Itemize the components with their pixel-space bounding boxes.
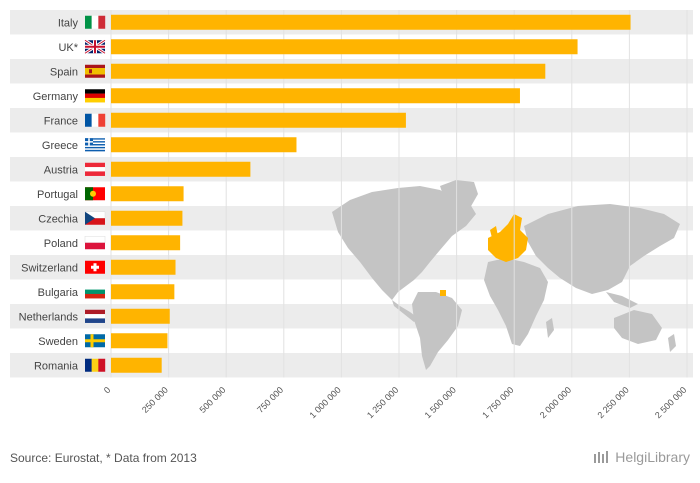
map-southeast-asia — [606, 292, 638, 308]
bulgaria-flag-icon — [85, 285, 105, 299]
category-label: Italy — [58, 17, 79, 29]
map-new-zealand — [668, 334, 676, 352]
map-south-america — [412, 292, 462, 370]
x-tick-label: 0 — [102, 385, 113, 396]
netherlands-flag-icon — [85, 309, 105, 323]
category-label: Austria — [44, 164, 79, 176]
category-label: Greece — [42, 140, 78, 152]
map-north-america — [332, 186, 476, 300]
bar — [111, 357, 162, 373]
category-label: Germany — [33, 91, 79, 103]
italy-flag-icon — [85, 15, 106, 29]
switzerland-flag-icon — [85, 260, 105, 274]
bar — [111, 39, 578, 55]
map-caribbean-highlight — [440, 290, 446, 296]
bar — [111, 186, 184, 202]
bar — [111, 63, 546, 79]
category-label: Netherlands — [19, 311, 79, 323]
czechia-flag-icon — [84, 211, 106, 225]
greece-flag-icon — [85, 138, 105, 152]
map-africa — [484, 258, 548, 346]
x-axis-ticks: 0 250 000 500 000 750 000 1 000 000 1 250 000… — [102, 385, 689, 420]
map-asia — [524, 204, 680, 294]
x-tick-label: 1 250 000 — [365, 385, 400, 420]
category-labels: Italy UK* Spain Germany France Greece Austria P… — [19, 17, 79, 372]
x-tick-label: 750 000 — [255, 385, 285, 415]
bar — [111, 112, 406, 128]
x-tick-label: 1 750 000 — [480, 385, 515, 420]
helgi-library-logo: HelgiLibrary — [593, 449, 690, 465]
austria-flag-icon — [85, 162, 105, 176]
poland-flag-icon — [84, 236, 106, 250]
category-label: Portugal — [37, 189, 78, 201]
map-europe-highlight — [488, 214, 528, 262]
logo-text: HelgiLibrary — [615, 449, 690, 465]
category-label: Romania — [34, 360, 79, 372]
bar — [111, 210, 183, 226]
x-tick-label: 2 250 000 — [595, 385, 630, 420]
x-tick-label: 1 500 000 — [423, 385, 458, 420]
france-flag-icon — [85, 113, 106, 127]
bar — [111, 161, 251, 177]
uk-flag-icon — [84, 38, 106, 55]
bar — [111, 88, 520, 104]
category-label: France — [44, 115, 78, 127]
romania-flag-icon — [85, 358, 106, 372]
category-label: UK* — [58, 42, 78, 54]
x-tick-label: 500 000 — [198, 385, 228, 415]
germany-flag-icon — [85, 89, 105, 103]
source-note: Source: Eurostat, * Data from 2013 — [10, 451, 197, 465]
map-australia — [614, 310, 662, 344]
bar — [111, 259, 176, 275]
x-tick-label: 2 500 000 — [653, 385, 688, 420]
portugal-flag-icon — [85, 187, 105, 201]
category-label: Switzerland — [21, 262, 78, 274]
map-uk-highlight — [490, 226, 498, 238]
category-label: Poland — [44, 238, 78, 250]
map-madagascar — [546, 318, 554, 338]
bars — [111, 14, 631, 373]
sweden-flag-icon — [85, 334, 105, 348]
category-label: Czechia — [38, 213, 79, 225]
flags — [84, 15, 106, 372]
map-greenland — [440, 180, 478, 212]
spain-flag-icon — [85, 64, 105, 78]
category-label: Sweden — [38, 336, 78, 348]
bar — [111, 284, 175, 300]
x-tick-label: 2 000 000 — [538, 385, 573, 420]
bar — [111, 308, 170, 324]
category-label: Spain — [50, 66, 78, 78]
bar — [111, 333, 168, 349]
x-tick-label: 1 000 000 — [307, 385, 342, 420]
library-icon — [594, 451, 609, 463]
bar — [111, 14, 631, 30]
category-label: Bulgaria — [38, 287, 79, 299]
bar — [111, 137, 297, 153]
world-map — [332, 180, 680, 370]
bar — [111, 235, 181, 251]
bar-chart: Italy UK* Spain Germany France Greece Austria P… — [10, 10, 693, 420]
x-tick-label: 250 000 — [140, 385, 170, 415]
